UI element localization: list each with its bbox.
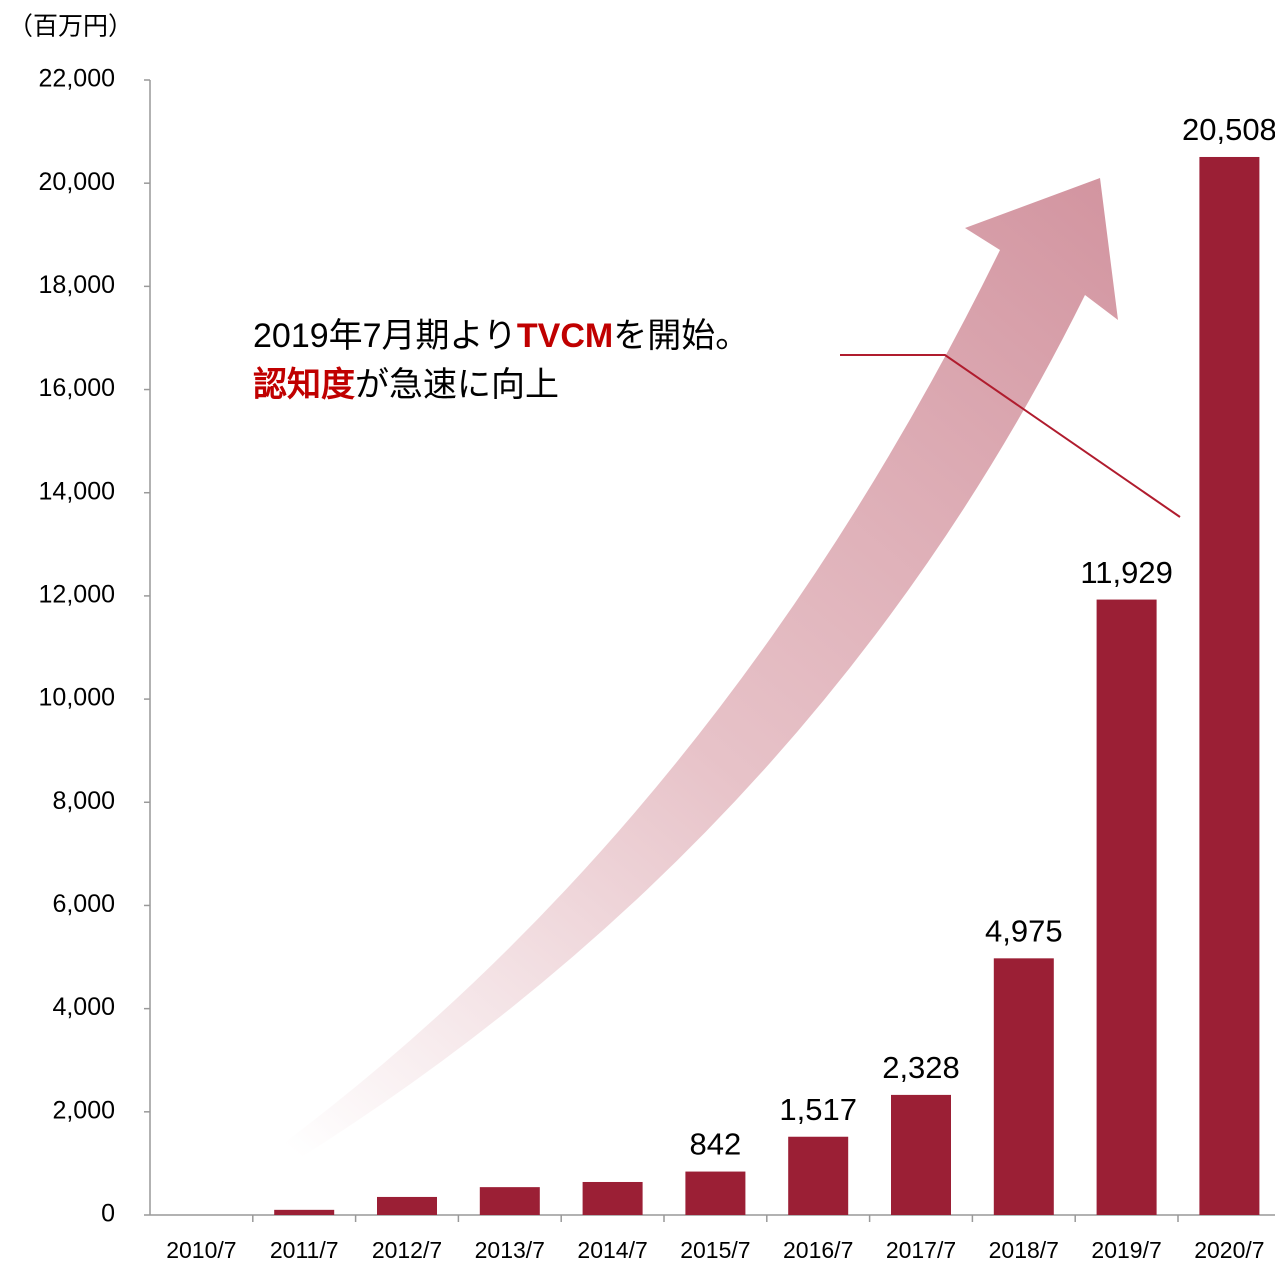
y-tick-label: 2,000 (52, 1096, 115, 1124)
x-tick-label: 2019/7 (1091, 1237, 1161, 1263)
y-tick-label: 14,000 (39, 477, 115, 505)
data-label: 4,975 (985, 914, 1063, 949)
y-tick-label: 0 (101, 1200, 115, 1228)
annotation-text: が急速に向上 (355, 366, 559, 404)
bar (479, 1187, 540, 1215)
y-tick-label: 12,000 (39, 581, 115, 609)
y-tick-label: 18,000 (39, 271, 115, 299)
annotation-text: を開始。 (613, 317, 749, 355)
x-tick-label: 2020/7 (1194, 1237, 1264, 1263)
bar (993, 958, 1054, 1215)
x-tick-label: 2016/7 (783, 1237, 853, 1263)
bar (788, 1136, 849, 1215)
annotation-highlight: 認知度 (253, 365, 355, 404)
bar (685, 1171, 746, 1215)
y-tick-label: 6,000 (52, 890, 115, 918)
callout-line (840, 354, 1181, 518)
bar (1199, 156, 1260, 1215)
bar (891, 1094, 951, 1215)
y-tick-label: 4,000 (52, 993, 115, 1021)
y-tick-label: 10,000 (39, 684, 115, 712)
y-tick-label: 8,000 (52, 787, 115, 815)
annotation-highlight: TVCM (517, 317, 613, 355)
x-tick-label: 2013/7 (475, 1237, 545, 1263)
unit-label: （百万円） (8, 13, 133, 41)
annotation-line: 認知度が急速に向上 (253, 365, 559, 404)
x-tick-label: 2014/7 (577, 1237, 647, 1263)
x-tick-label: 2018/7 (989, 1237, 1059, 1263)
x-tick-label: 2015/7 (680, 1237, 750, 1263)
annotation-text: 2019年7月期より (253, 317, 517, 355)
x-tick-label: 2012/7 (372, 1237, 442, 1263)
x-tick-label: 2010/7 (166, 1237, 236, 1263)
bar (274, 1209, 335, 1215)
data-label: 842 (690, 1127, 742, 1162)
annotation-line: 2019年7月期よりTVCMを開始。 (253, 317, 749, 355)
bar (377, 1196, 437, 1215)
data-label: 2,328 (882, 1050, 960, 1085)
x-tick-label: 2011/7 (270, 1237, 339, 1263)
y-tick-label: 22,000 (39, 65, 115, 93)
data-label: 20,508 (1182, 112, 1275, 147)
y-tick-label: 20,000 (39, 168, 115, 196)
growth-arrow (272, 178, 1118, 1158)
bar (582, 1181, 643, 1215)
bar (1096, 599, 1157, 1215)
y-tick-label: 16,000 (39, 374, 115, 402)
data-label: 11,929 (1080, 555, 1173, 590)
data-label: 1,517 (779, 1092, 857, 1127)
x-tick-label: 2017/7 (886, 1237, 956, 1263)
